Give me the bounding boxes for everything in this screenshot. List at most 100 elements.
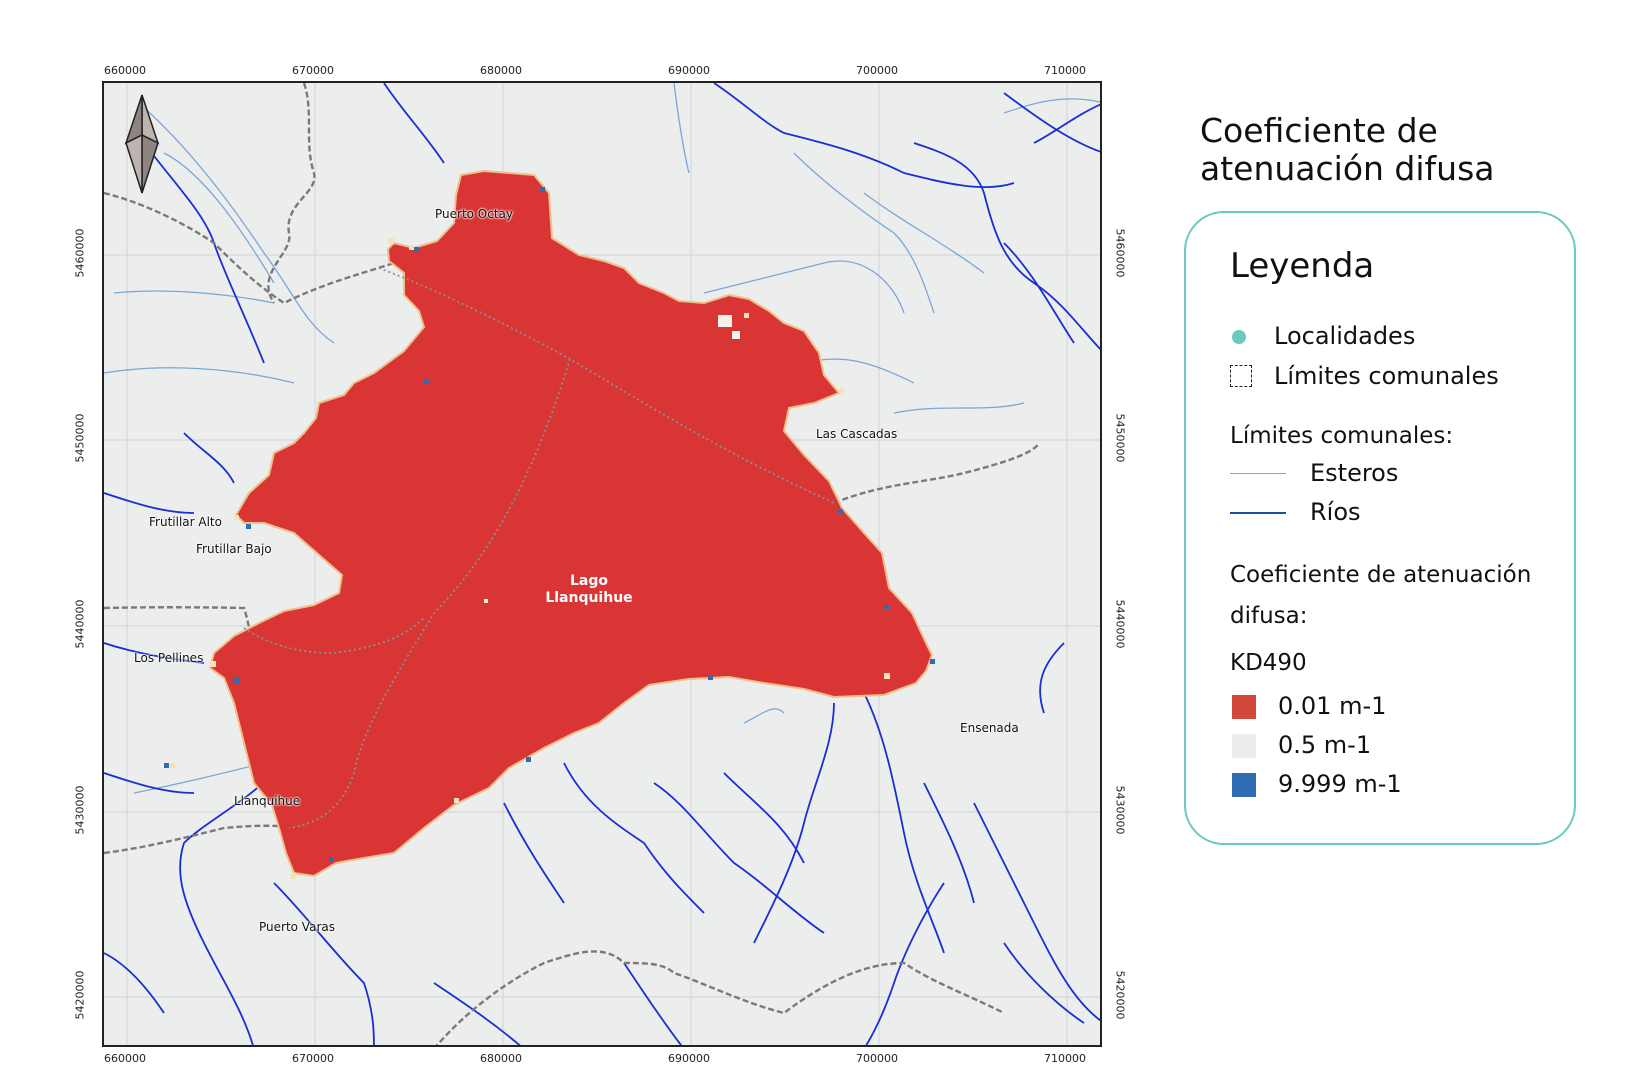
place-label-los-pellines: Los Pellines [134, 651, 204, 665]
lake-high-kd-pixels [164, 187, 935, 862]
river-line [563, 762, 705, 914]
raster-pixel [884, 673, 890, 679]
river-line [143, 142, 265, 364]
raster-pixel [409, 245, 414, 250]
legend-item-kd-high: 9.999 m-1 [1278, 770, 1402, 798]
raster-pixel [164, 763, 169, 768]
raster-pixel [732, 331, 740, 339]
river-line [433, 982, 521, 1045]
map-panel[interactable]: Lago Llanquihue Puerto Octay Las Cascada… [102, 81, 1102, 1047]
place-label-llanquihue: Llanquihue [234, 794, 301, 808]
stream-line [793, 152, 935, 314]
stream-line [163, 152, 275, 284]
raster-pixel [388, 238, 394, 244]
river-line [104, 772, 195, 794]
tick-bottom-680000: 680000 [480, 1052, 522, 1065]
raster-pixel [290, 873, 296, 879]
river-line [503, 802, 565, 904]
raster-pixel [718, 315, 732, 327]
tick-bottom-690000: 690000 [668, 1052, 710, 1065]
road-line [378, 267, 835, 504]
raster-pixel [839, 388, 844, 393]
raster-pixel [930, 659, 935, 664]
tick-bottom-710000: 710000 [1044, 1052, 1086, 1065]
lake-clear-patches [484, 315, 740, 603]
tick-left-5460000: 5460000 [73, 228, 87, 278]
raster-pixel [540, 187, 545, 192]
raster-pixel [210, 661, 216, 667]
river-line [713, 83, 1015, 189]
raster-pixel [246, 524, 251, 529]
river-line [973, 802, 1100, 1022]
north-arrow-icon [124, 94, 160, 194]
map-canvas[interactable] [104, 83, 1102, 1047]
tick-top-690000: 690000 [668, 64, 710, 77]
legend-item-rios: Ríos [1310, 498, 1361, 526]
tick-right-5450000: 5450000 [1113, 413, 1127, 463]
tick-bottom-670000: 670000 [292, 1052, 334, 1065]
river-line [1003, 942, 1085, 1024]
raster-pixel [329, 857, 334, 862]
tick-top-660000: 660000 [104, 64, 146, 77]
raster-pixel [838, 509, 843, 514]
tick-bottom-660000: 660000 [104, 1052, 146, 1065]
tick-left-5450000: 5450000 [73, 413, 87, 463]
esteros-layer [104, 83, 1100, 794]
comuna-boundary [104, 191, 395, 305]
raster-pixel [454, 798, 459, 803]
tick-bottom-700000: 700000 [856, 1052, 898, 1065]
place-label-puerto-varas: Puerto Varas [259, 920, 335, 934]
legend-kd-title-line1: Coeficiente de atenuación [1230, 562, 1532, 588]
river-line [179, 772, 275, 1045]
comuna-boundary [833, 442, 1041, 505]
legend-kd-variable: KD490 [1230, 650, 1307, 676]
raster-pixel [234, 515, 239, 520]
legend-panel [1184, 211, 1576, 845]
river-line [104, 492, 195, 514]
tick-right-5430000: 5430000 [1113, 785, 1127, 835]
river-line [104, 952, 165, 1014]
legend-item-kd-mid: 0.5 m-1 [1278, 731, 1372, 759]
raster-pixel [414, 247, 419, 252]
tick-top-670000: 670000 [292, 64, 334, 77]
stream-line [743, 708, 785, 724]
river-line [723, 772, 805, 864]
tick-right-5420000: 5420000 [1113, 970, 1127, 1020]
tick-top-700000: 700000 [856, 64, 898, 77]
esteros-line-icon [1230, 473, 1286, 474]
river-line [913, 142, 1100, 351]
tick-right-5460000: 5460000 [1113, 228, 1127, 278]
stream-line [138, 102, 335, 344]
stream-line [893, 402, 1025, 414]
stream-line [104, 367, 295, 384]
kd-low-swatch-icon [1232, 695, 1256, 719]
lake-label-line1: Lago [569, 573, 608, 589]
river-line [865, 882, 945, 1045]
comuna-boundary [104, 824, 295, 855]
raster-pixel [170, 763, 175, 768]
place-label-las-cascadas: Las Cascadas [816, 427, 898, 441]
lake-kd490-raster [208, 169, 934, 878]
stream-line [703, 260, 905, 314]
legend-title: Coeficiente de atenuación difusa [1200, 111, 1495, 188]
raster-pixel [484, 599, 488, 603]
comuna-boundary [267, 83, 316, 304]
kd-high-swatch-icon [1232, 773, 1256, 797]
place-label-ensenada: Ensenada [960, 721, 1019, 735]
river-line [104, 642, 205, 664]
tick-left-5440000: 5440000 [73, 599, 87, 649]
tick-right-5440000: 5440000 [1113, 599, 1127, 649]
legend-item-esteros: Esteros [1310, 459, 1399, 487]
stream-line [113, 290, 275, 304]
legend-item-localidades: Localidades [1274, 322, 1416, 350]
tick-top-710000: 710000 [1044, 64, 1086, 77]
tick-left-5430000: 5430000 [73, 785, 87, 835]
stream-line [673, 83, 690, 174]
river-line [623, 962, 683, 1045]
lake-label-line2: Llanquihue [545, 590, 633, 606]
river-line [1033, 103, 1100, 144]
river-line [753, 702, 835, 944]
river-line [273, 882, 375, 1045]
river-line [1039, 642, 1065, 714]
stream-line [1003, 98, 1100, 114]
